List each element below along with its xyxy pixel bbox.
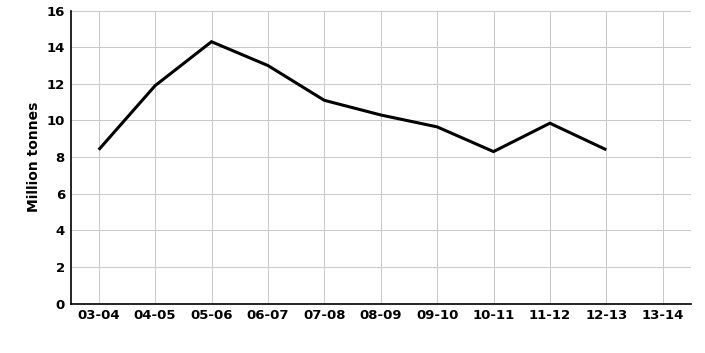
Y-axis label: Million tonnes: Million tonnes	[27, 102, 41, 212]
